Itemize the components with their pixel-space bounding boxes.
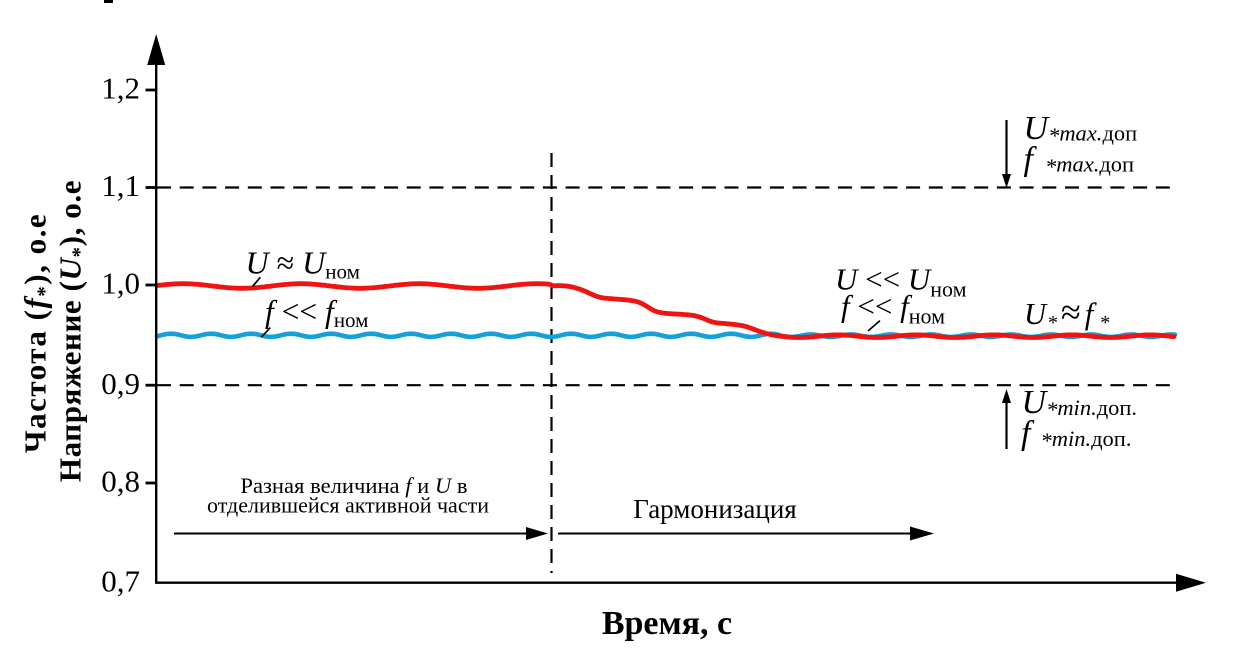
- svg-text:f*min.доп.: f *min.доп.: [1021, 415, 1131, 453]
- svg-text:U*min.доп.: U*min.доп.: [1022, 384, 1138, 422]
- svg-text:Частота (f*), о.е: Частота (f*), о.е: [18, 213, 57, 453]
- svg-text:f << fном: f << fном: [265, 294, 368, 332]
- svg-text:U*≈f*: U *≈ f *: [1024, 292, 1110, 334]
- svg-text:1,2: 1,2: [101, 71, 140, 106]
- svg-text:0,9: 0,9: [101, 366, 140, 401]
- svg-text:f*max.доп: f *max.доп: [1024, 141, 1135, 179]
- svg-text:1,0: 1,0: [101, 266, 140, 301]
- svg-text:0,8: 0,8: [101, 464, 140, 499]
- svg-text:Разная величина f и U в: Разная величина f и U в: [240, 473, 467, 498]
- svg-text:Напряжение (U*), о.е: Напряжение (U*), о.е: [53, 180, 92, 482]
- svg-text:Время, с: Время, с: [602, 605, 732, 642]
- svg-text:U*max.доп: U*max.доп: [1024, 110, 1138, 148]
- svg-text:0,7: 0,7: [101, 563, 140, 598]
- svg-text:отделившейся активной части: отделившейся активной части: [207, 493, 489, 518]
- svg-text:1,1: 1,1: [101, 168, 140, 203]
- svg-text:Гармонизация: Гармонизация: [633, 494, 796, 524]
- svg-text:U ≈ Uном: U ≈ Uном: [246, 245, 360, 284]
